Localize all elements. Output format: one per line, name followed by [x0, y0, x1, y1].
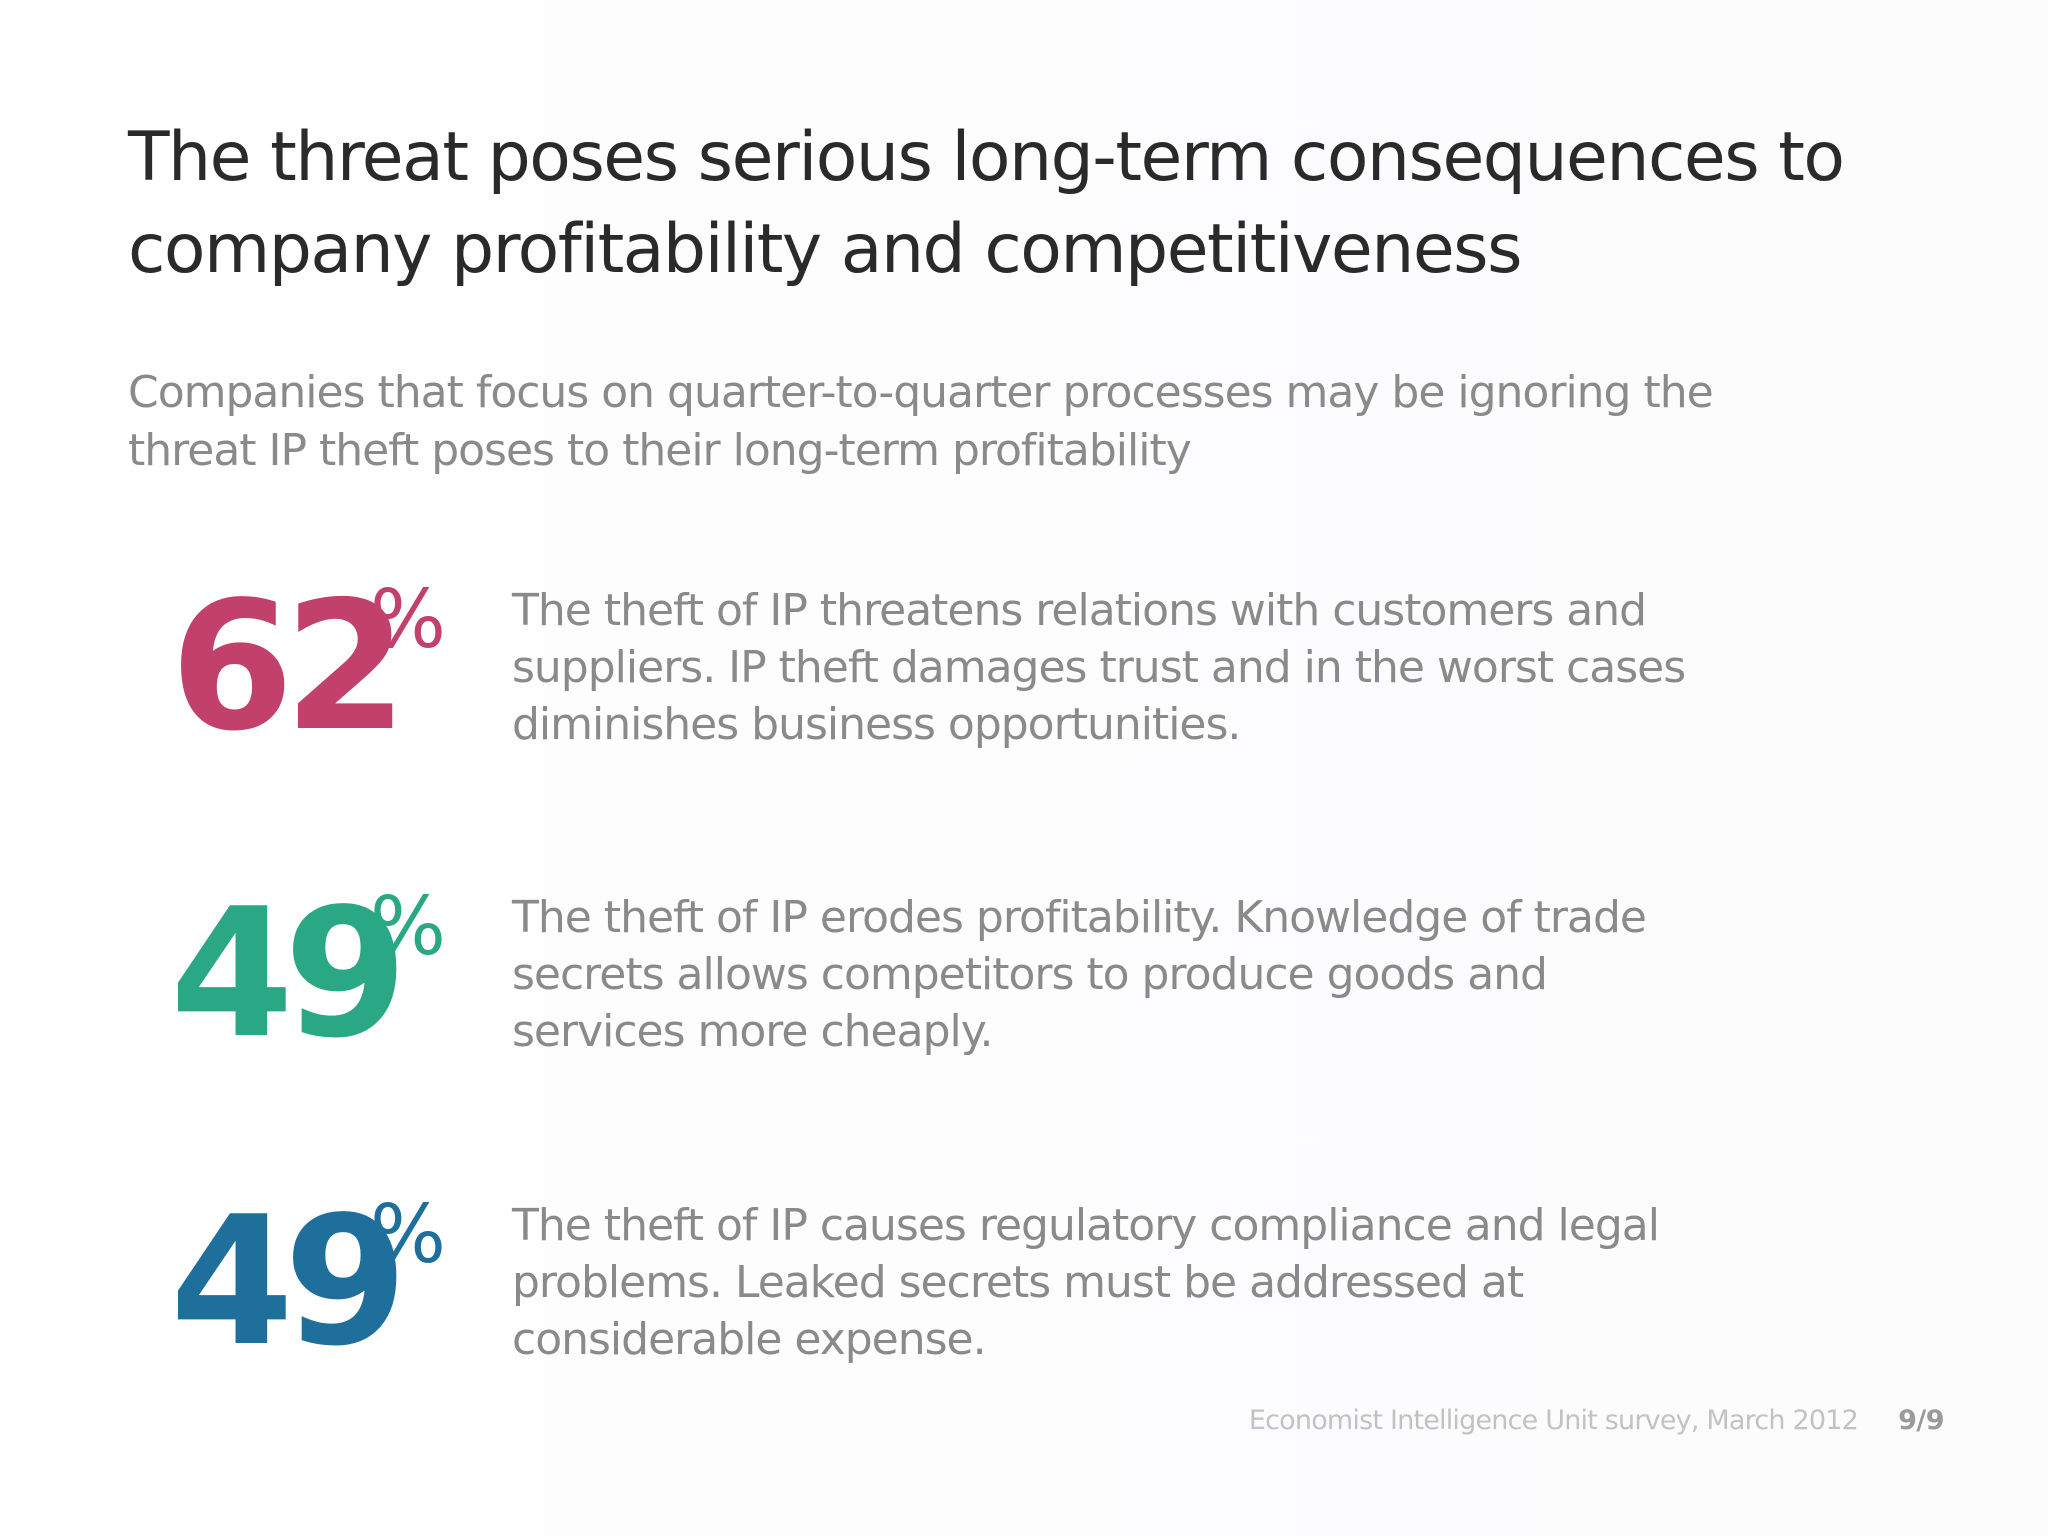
stat-description: The theft of IP causes regulatory compli… [512, 1200, 1660, 1365]
stat-description: The theft of IP erodes profitability. Kn… [512, 892, 1647, 1057]
stat-value: 49 [170, 870, 408, 1077]
stat-unit: % [370, 1188, 447, 1281]
stat-row-1: 62 % The theft of IP threatens relations… [170, 578, 1770, 798]
page-number: 9/9 [1898, 1405, 1944, 1436]
stat-value: 62 [170, 563, 408, 770]
source-citation: Economist Intelligence Unit survey, Marc… [1248, 1405, 1859, 1436]
stat-value: 49 [170, 1178, 408, 1385]
slide-title: The threat poses serious long-term conse… [128, 118, 1845, 289]
stat-row-2: 49 % The theft of IP erodes profitabilit… [170, 885, 1770, 1105]
stat-row-3: 49 % The theft of IP causes regulatory c… [170, 1193, 1770, 1413]
slide-subtitle: Companies that focus on quarter-to-quart… [128, 367, 1714, 476]
stat-unit: % [370, 880, 447, 973]
stat-unit: % [370, 573, 447, 666]
stat-description: The theft of IP threatens relations with… [512, 585, 1686, 750]
